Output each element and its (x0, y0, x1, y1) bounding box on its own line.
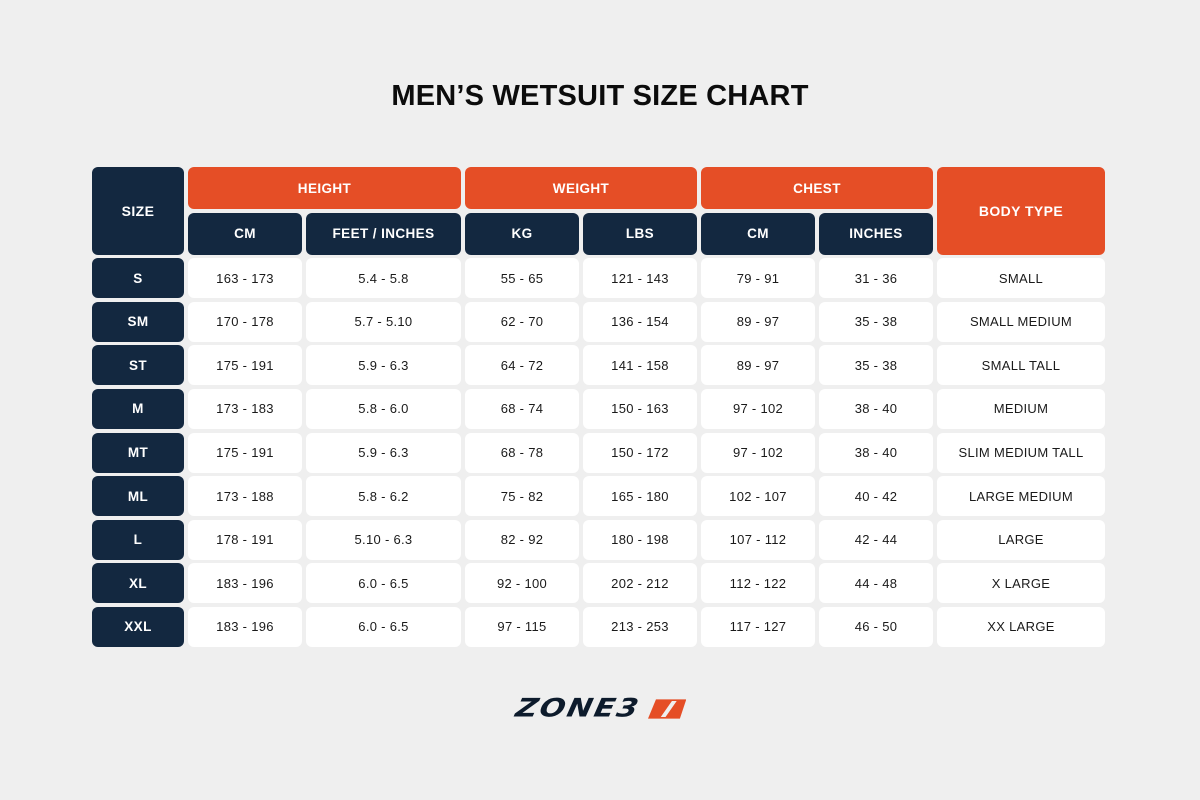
chest-inches-cell: 46 - 50 (819, 606, 933, 647)
weight-lbs-cell: 150 - 172 (583, 432, 697, 473)
chest-inches-cell: 38 - 40 (819, 432, 933, 473)
height-feet-inches-cell: 5.10 - 6.3 (306, 519, 461, 560)
chest-cm-cell: 79 - 91 (701, 258, 815, 299)
chest-inches-header: INCHES (819, 212, 933, 255)
height-feet-inches-header: FEET / INCHES (306, 212, 461, 255)
weight-kg-cell: 64 - 72 (465, 345, 579, 386)
chest-inches-cell: 42 - 44 (819, 519, 933, 560)
height-feet-inches-cell: 6.0 - 6.5 (306, 606, 461, 647)
body-type-cell: MEDIUM (937, 388, 1105, 429)
weight-lbs-cell: 136 - 154 (583, 301, 697, 342)
chest-cm-cell: 102 - 107 (701, 476, 815, 517)
body-type-cell: SMALL (937, 258, 1105, 299)
size-cell: L (92, 519, 184, 560)
chest-cm-header: CM (701, 212, 815, 255)
weight-lbs-cell: 213 - 253 (583, 606, 697, 647)
size-cell: S (92, 258, 184, 299)
height-group-header: HEIGHT (188, 167, 461, 209)
weight-lbs-header: LBS (583, 212, 697, 255)
chest-cm-cell: 107 - 112 (701, 519, 815, 560)
chest-inches-cell: 40 - 42 (819, 476, 933, 517)
height-cm-cell: 173 - 188 (188, 476, 302, 517)
height-feet-inches-cell: 5.7 - 5.10 (306, 301, 461, 342)
body-type-cell: X LARGE (937, 563, 1105, 604)
size-cell: SM (92, 301, 184, 342)
body-type-cell: LARGE MEDIUM (937, 476, 1105, 517)
chest-inches-cell: 35 - 38 (819, 345, 933, 386)
chest-cm-cell: 112 - 122 (701, 563, 815, 604)
size-cell: MT (92, 432, 184, 473)
size-cell: XXL (92, 606, 184, 647)
weight-lbs-cell: 121 - 143 (583, 258, 697, 299)
size-column-header: SIZE (92, 167, 184, 255)
size-chart-table: SIZE HEIGHT WEIGHT CHEST BODY TYPE CM FE… (92, 167, 1105, 647)
chest-group-header: CHEST (701, 167, 933, 209)
weight-kg-cell: 92 - 100 (465, 563, 579, 604)
chest-cm-cell: 117 - 127 (701, 606, 815, 647)
body-type-cell: LARGE (937, 519, 1105, 560)
weight-kg-header: KG (465, 212, 579, 255)
weight-kg-cell: 82 - 92 (465, 519, 579, 560)
height-cm-cell: 163 - 173 (188, 258, 302, 299)
height-cm-cell: 175 - 191 (188, 432, 302, 473)
weight-kg-cell: 97 - 115 (465, 606, 579, 647)
height-feet-inches-cell: 6.0 - 6.5 (306, 563, 461, 604)
height-cm-cell: 183 - 196 (188, 606, 302, 647)
body-type-cell: SMALL MEDIUM (937, 301, 1105, 342)
chest-cm-cell: 89 - 97 (701, 301, 815, 342)
chest-inches-cell: 38 - 40 (819, 388, 933, 429)
weight-lbs-cell: 150 - 163 (583, 388, 697, 429)
body-type-cell: SMALL TALL (937, 345, 1105, 386)
weight-kg-cell: 68 - 74 (465, 388, 579, 429)
weight-kg-cell: 62 - 70 (465, 301, 579, 342)
height-cm-cell: 183 - 196 (188, 563, 302, 604)
chest-inches-cell: 35 - 38 (819, 301, 933, 342)
weight-kg-cell: 55 - 65 (465, 258, 579, 299)
height-cm-cell: 173 - 183 (188, 388, 302, 429)
chest-cm-cell: 97 - 102 (701, 388, 815, 429)
height-cm-header: CM (188, 212, 302, 255)
body-type-cell: SLIM MEDIUM TALL (937, 432, 1105, 473)
height-feet-inches-cell: 5.9 - 6.3 (306, 345, 461, 386)
body-type-cell: XX LARGE (937, 606, 1105, 647)
weight-kg-cell: 68 - 78 (465, 432, 579, 473)
height-cm-cell: 178 - 191 (188, 519, 302, 560)
size-cell: M (92, 388, 184, 429)
body-type-column-header: BODY TYPE (937, 167, 1105, 255)
height-feet-inches-cell: 5.8 - 6.0 (306, 388, 461, 429)
weight-kg-cell: 75 - 82 (465, 476, 579, 517)
weight-lbs-cell: 180 - 198 (583, 519, 697, 560)
weight-lbs-cell: 202 - 212 (583, 563, 697, 604)
height-feet-inches-cell: 5.4 - 5.8 (306, 258, 461, 299)
height-cm-cell: 175 - 191 (188, 345, 302, 386)
weight-lbs-cell: 165 - 180 (583, 476, 697, 517)
chest-inches-cell: 31 - 36 (819, 258, 933, 299)
height-feet-inches-cell: 5.9 - 6.3 (306, 432, 461, 473)
weight-lbs-cell: 141 - 158 (583, 345, 697, 386)
logo-wordmark: ZONE3 (512, 693, 643, 724)
chest-cm-cell: 89 - 97 (701, 345, 815, 386)
zone3-logo: ZONE3 (512, 693, 686, 724)
height-cm-cell: 170 - 178 (188, 301, 302, 342)
size-cell: XL (92, 563, 184, 604)
weight-group-header: WEIGHT (465, 167, 697, 209)
height-feet-inches-cell: 5.8 - 6.2 (306, 476, 461, 517)
chest-inches-cell: 44 - 48 (819, 563, 933, 604)
page-title: MEN’S WETSUIT SIZE CHART (391, 80, 809, 112)
chest-cm-cell: 97 - 102 (701, 432, 815, 473)
zone3-slash-logo-icon (647, 699, 686, 719)
size-cell: ML (92, 476, 184, 517)
size-cell: ST (92, 345, 184, 386)
